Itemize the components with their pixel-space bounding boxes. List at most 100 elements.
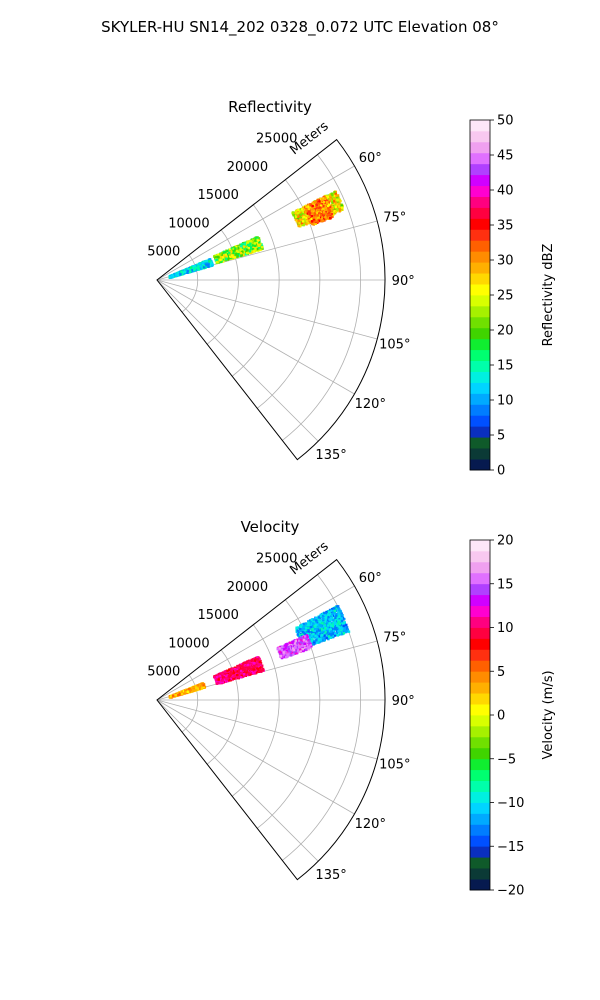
echo-gate: [323, 638, 326, 641]
echo-gate: [307, 629, 310, 632]
echo-gate: [312, 220, 316, 223]
echo-gate: [340, 627, 343, 630]
echo-gate: [340, 204, 343, 208]
range-ring: [181, 674, 199, 733]
echo-gate: [301, 221, 304, 225]
echo-gate: [308, 634, 311, 637]
echo-gate: [326, 634, 329, 638]
echo-gate: [315, 628, 318, 631]
echo-gate: [330, 192, 334, 195]
echo-gate: [256, 239, 259, 242]
echo-gate: [249, 242, 252, 245]
echo-gate: [183, 270, 187, 274]
echo-gate: [335, 200, 338, 203]
echo-gate: [303, 218, 306, 222]
echo-gate: [322, 207, 325, 210]
echo-gate: [235, 250, 239, 253]
echo-gate: [308, 205, 311, 209]
echo-gate: [246, 241, 249, 244]
echo-gate: [321, 636, 324, 639]
echo-gate: [334, 624, 337, 628]
echo-gate: [284, 644, 288, 647]
echo-gate: [326, 205, 330, 208]
range-ring: [206, 229, 239, 345]
echo-gate: [336, 616, 339, 620]
echo-gate: [249, 240, 252, 243]
echo-gate: [305, 634, 309, 637]
echo-gate: [260, 247, 263, 250]
echo-gate: [321, 612, 325, 615]
echo-gate: [298, 222, 301, 225]
echo-gate: [331, 636, 334, 639]
echo-gate: [288, 649, 291, 652]
echo-gate: [329, 613, 332, 616]
echo-gate: [338, 202, 341, 205]
echo-gate: [325, 637, 328, 640]
echo-gate: [225, 257, 228, 261]
echo-gate: [245, 244, 248, 247]
echo-gate: [245, 251, 249, 255]
echo-gate: [340, 619, 344, 623]
echo-gate: [174, 273, 178, 276]
echo-gate: [197, 262, 201, 266]
echo-gate: [322, 210, 326, 214]
echo-gate: [239, 248, 242, 251]
echo-gate: [343, 628, 346, 632]
azimuth-gridline: [156, 279, 378, 340]
echo-gate: [314, 219, 317, 222]
echo-gate: [319, 215, 322, 219]
echo-gate: [306, 212, 309, 215]
echo-gate: [336, 634, 340, 637]
echo-gate: [313, 636, 317, 639]
echo-gate: [296, 641, 299, 645]
echo-gate: [290, 643, 293, 647]
echo-gate: [328, 618, 331, 621]
echo-gate: [241, 250, 244, 253]
echo-gate: [179, 272, 182, 276]
echo-gate: [304, 648, 308, 651]
echo-gate: [337, 615, 340, 618]
echo-gate: [305, 205, 308, 208]
echo-gate: [329, 615, 332, 618]
echo-gate: [295, 626, 298, 629]
echo-gate: [313, 201, 317, 204]
echo-gate: [299, 634, 302, 637]
echo-gate: [316, 214, 319, 217]
echo-gate: [310, 634, 313, 638]
echo-gate: [259, 242, 262, 245]
echo-gate: [335, 194, 338, 197]
echo-gate: [241, 248, 244, 251]
echo-gate: [309, 621, 313, 624]
echo-gate: [299, 625, 303, 628]
echo-gate: [323, 634, 326, 637]
echo-gate: [299, 211, 302, 215]
echo-gate: [294, 215, 298, 219]
echo-gate: [333, 210, 336, 213]
echo-gate: [202, 265, 206, 269]
echo-gate: [310, 220, 314, 223]
echo-gate: [341, 206, 344, 209]
echo-gate: [189, 270, 192, 273]
echo-gate: [283, 644, 286, 647]
echo-gate: [299, 213, 302, 216]
echo-gate: [311, 636, 314, 640]
echo-gate: [214, 256, 217, 259]
echo-gate: [327, 215, 330, 218]
echo-gate: [316, 623, 320, 626]
echo-gate: [328, 608, 332, 612]
echo-gate: [307, 621, 311, 624]
echo-gate: [336, 208, 339, 212]
echo-gate: [327, 637, 330, 641]
echo-gate: [300, 218, 303, 221]
echo-gate: [330, 624, 333, 627]
echo-gate: [333, 200, 336, 203]
range-tick-label: 25000: [256, 132, 297, 147]
echo-gate: [302, 222, 305, 225]
echo-gate: [221, 251, 224, 255]
echo-gate: [321, 626, 324, 629]
echo-gate: [294, 639, 297, 642]
echo-gate: [278, 650, 282, 654]
echo-gate: [320, 202, 324, 206]
echo-gate: [224, 251, 227, 254]
